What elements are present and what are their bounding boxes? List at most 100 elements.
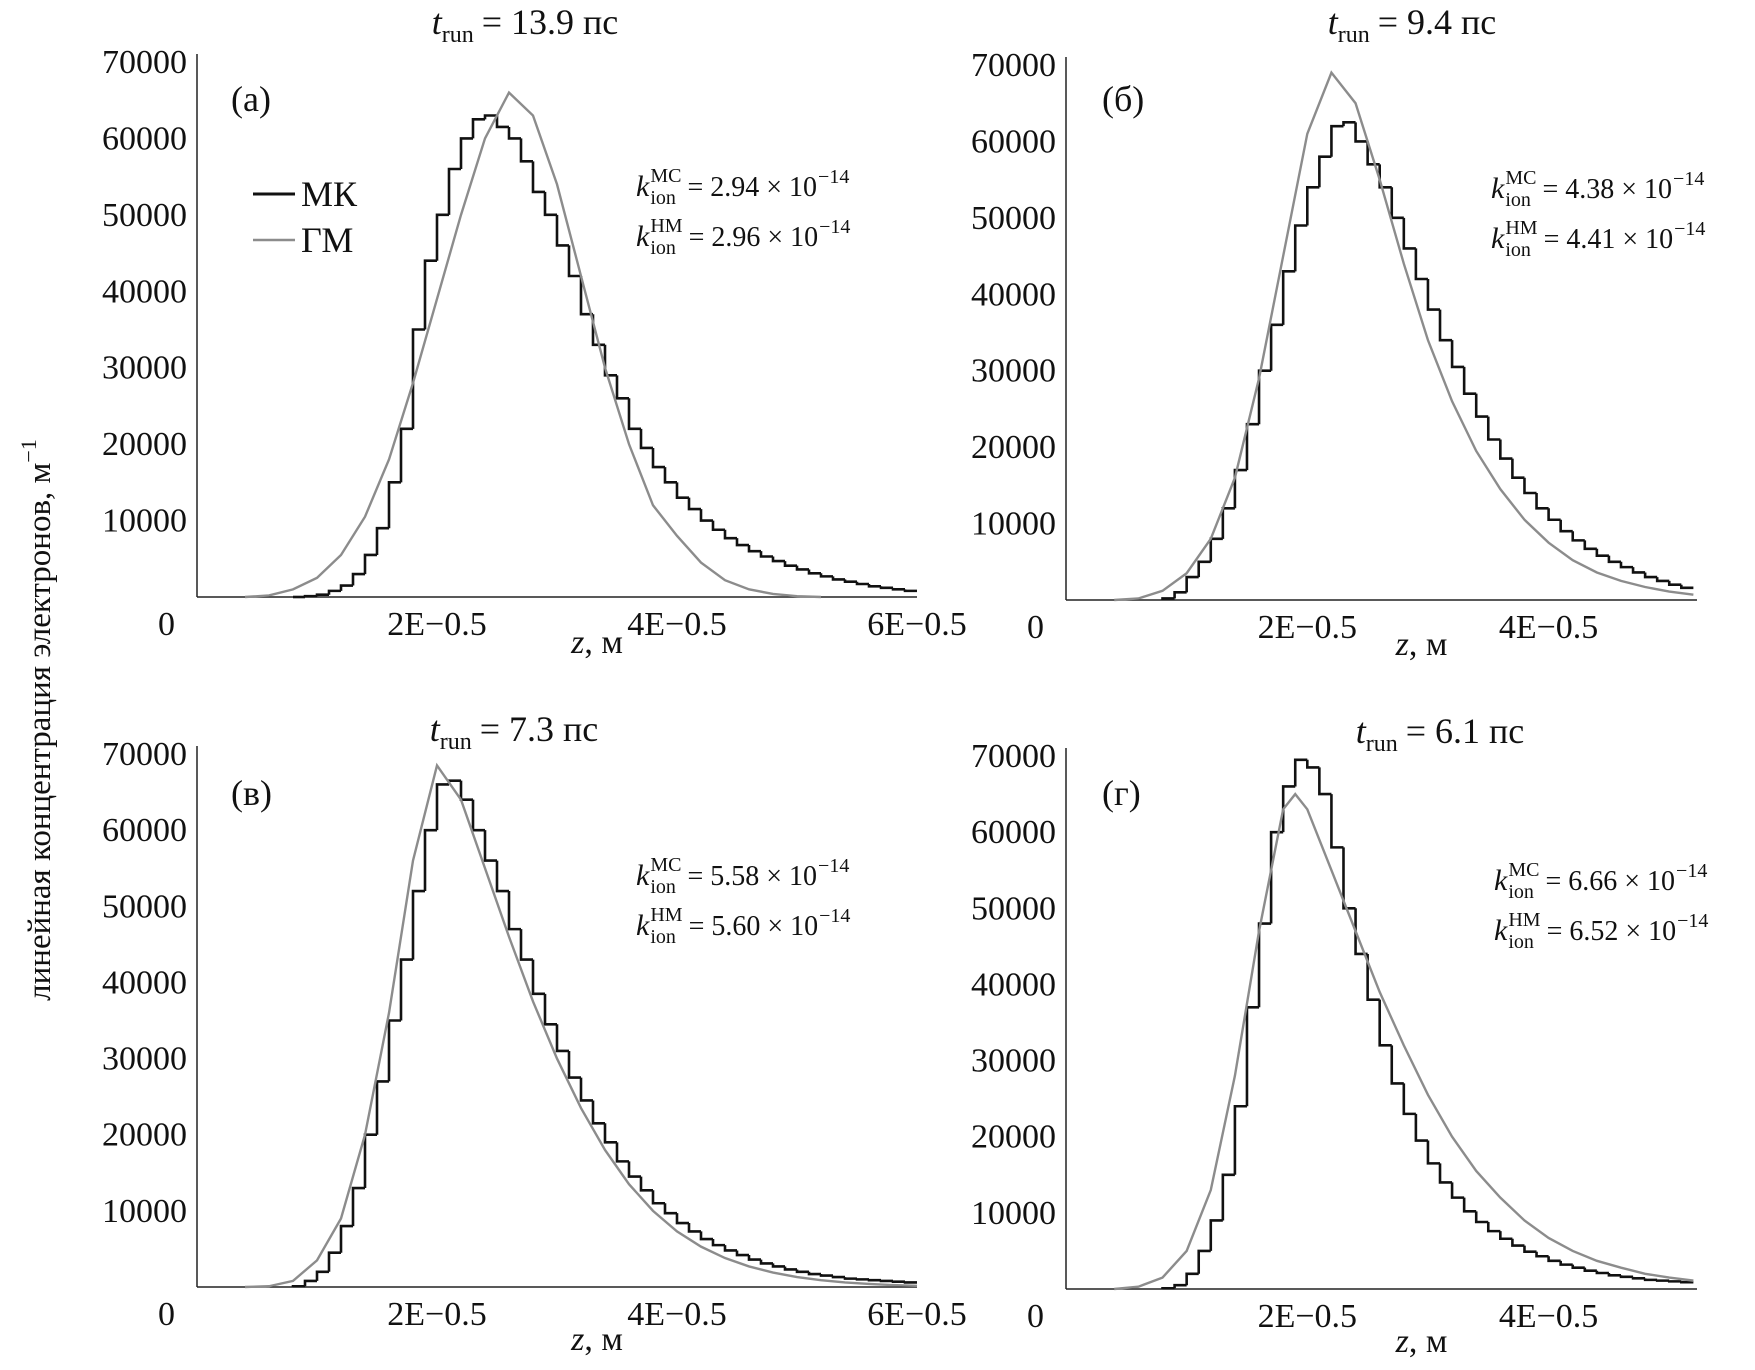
annotation-var: k [1494,864,1508,897]
histogram-step [1281,785,1296,833]
y-tick-label: 50000 [102,888,187,925]
histogram-step [1667,1280,1682,1283]
annotation-sup: HM [1505,217,1537,239]
histogram-step [591,1100,605,1125]
histogram-step [435,213,449,261]
histogram-step [891,587,905,591]
histogram-step [447,167,461,215]
histogram-step [435,783,449,831]
histogram-step [843,579,857,584]
histogram-step [1643,1278,1658,1282]
x-axis-label: z, м [1395,626,1448,663]
histogram-step [567,1050,581,1079]
panel-title: trun = 9.4 пс [1328,2,1497,48]
histogram-step [519,138,533,163]
annotation-exp: −14 [1676,860,1707,882]
histogram-step [339,1224,353,1253]
histogram-step [603,344,617,377]
histogram-step [1486,416,1501,441]
annotation-var: k [636,859,650,892]
histogram-step [519,929,533,961]
histogram-step [903,589,917,593]
histogram-step [303,594,317,598]
y-tick-label: 60000 [102,812,187,849]
annotation-text: = 4.41 × 10 [1544,224,1674,255]
histogram-step [1499,439,1513,460]
model-curve [1114,70,1694,602]
panel: 0 10000 20000 30000 40000 50000 60000 70000 2E−0… [102,709,967,1358]
histogram-step [351,1186,365,1227]
x-axis-label-var: z [1395,626,1409,663]
histogram-step [699,1231,713,1241]
histogram-step [1535,493,1549,510]
histogram-step [795,1269,809,1274]
histogram-step [543,993,557,1026]
title-var: t [1328,2,1339,42]
x-tick-label: 2E−0.5 [387,606,486,643]
title-rest: = 6.1 пс [1406,711,1525,751]
annotation-exp: −14 [819,905,850,927]
annotation-text: = 6.52 × 10 [1547,916,1677,947]
histogram-step [459,780,473,801]
histogram-step [615,1142,629,1163]
histogram-step [1559,519,1573,533]
histogram-step [1269,323,1284,371]
histogram-step [1390,1045,1404,1085]
histogram-step [579,1077,593,1102]
histogram-step [1619,1275,1634,1279]
histogram-step [1354,122,1368,143]
histogram-step [1547,1256,1561,1263]
y-tick-label: 20000 [102,426,187,463]
histogram-step [387,481,401,529]
histogram-step [615,375,629,400]
annotation-sup: HM [650,215,682,237]
histogram-step [471,118,485,139]
histogram-step [1414,248,1428,281]
y-tick-label: 60000 [971,814,1056,851]
histogram-step [1595,1270,1609,1275]
histogram-step [1281,270,1296,325]
histogram-step [1245,1005,1260,1107]
histogram-step [1306,759,1320,769]
title-rest: = 13.9 пс [482,2,619,42]
panel-label: (а) [231,79,271,119]
histogram-step [1559,1260,1573,1266]
histogram-step [1655,1279,1670,1282]
histogram-step [1450,340,1465,369]
histogram-step [507,891,521,931]
histogram-step [1511,458,1525,480]
annotation-exp: −14 [1677,910,1708,932]
annotation-sub: ion [1508,931,1534,953]
x-tick-label: 2E−0.5 [387,1296,486,1333]
histogram-step [1535,1251,1549,1258]
histogram-step [1583,540,1597,551]
annotation-sub: ion [1505,239,1531,261]
histogram-step [687,497,701,511]
histogram-step [411,328,425,429]
panel: 0 10000 20000 30000 40000 50000 60000 70000 2E−0… [971,2,1705,663]
histogram-step [315,1270,329,1281]
histogram-step [1197,1249,1211,1274]
histogram-step [831,576,845,581]
y-tick-label: 70000 [102,736,187,773]
histogram-step [783,1266,797,1271]
histogram-step [867,584,881,588]
histogram-step [1209,537,1223,562]
y-axis-label: линейная концентрация электронов, м−1 [16,439,58,1001]
title-var: t [432,2,443,42]
histogram-step [555,1024,569,1053]
histogram-step [1474,1211,1489,1224]
histogram-step [531,161,545,194]
histogram-step [1293,758,1308,787]
annotation-text: = 2.94 × 10 [687,172,817,203]
annotation-text: = 2.96 × 10 [689,222,819,253]
y-tick-label: 10000 [102,503,187,540]
histogram-step [339,584,353,591]
y-tick-label: 0 [158,606,175,643]
annotation-sub: ion [1505,189,1531,211]
y-axis-label-text: линейная концентрация электронов, м [22,462,58,1000]
histogram-step [507,126,521,140]
annotation-var: k [636,170,650,203]
histogram-step [1197,560,1211,578]
annotation-var: k [636,909,650,942]
